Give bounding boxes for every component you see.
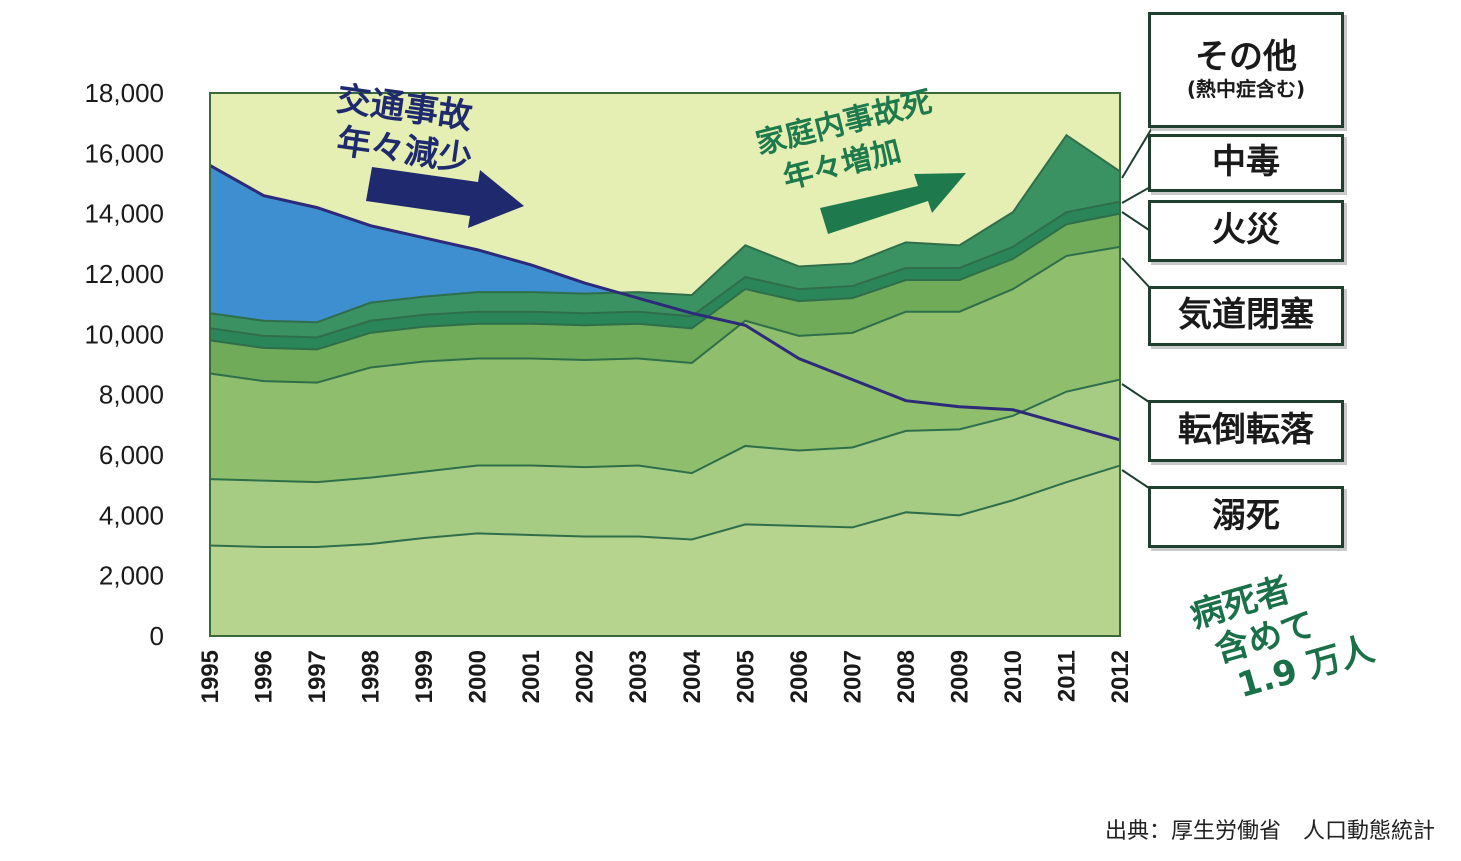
y-tick-label: 0	[150, 621, 164, 651]
legend-poisoning-label: 中毒	[1212, 142, 1280, 183]
boundary-line-4	[209, 212, 1121, 351]
legend-other-sublabel: (熱中症含む)	[1186, 76, 1306, 101]
x-tick-label: 2003	[625, 650, 652, 703]
x-tick-label: 1999	[411, 650, 438, 703]
area-series-1	[210, 465, 1120, 636]
legend-leader-3	[1121, 211, 1153, 233]
x-axis-ticks: 1995 1996 1997 1998 1999 2000 2001 2002 2003 2004…	[197, 649, 1134, 703]
x-tick-label: 2004	[679, 649, 706, 703]
y-tick-label: 14,000	[84, 199, 164, 229]
legend-falls-label: 転倒転落	[1178, 410, 1314, 451]
home-arrow	[820, 173, 966, 234]
y-tick-label: 4,000	[99, 500, 164, 530]
x-tick-label: 2005	[732, 650, 759, 703]
legend-other-label: その他	[1195, 37, 1297, 78]
y-tick-label: 8,000	[99, 380, 164, 410]
legend-leader-1	[1121, 127, 1153, 179]
x-tick-label: 2007	[839, 650, 866, 703]
boundary-line-1	[209, 464, 1121, 549]
source-note: 出典：厚生労働省 人口動態統計	[1104, 819, 1435, 844]
area-series-4	[210, 213, 1120, 383]
stacked-areas	[210, 135, 1120, 636]
legend-drowning-label: 溺死	[1212, 496, 1280, 537]
legend-fire-label: 火災	[1212, 210, 1280, 251]
legend-leader-4	[1121, 257, 1153, 291]
x-tick-label: 1997	[304, 650, 331, 703]
boundary-line-6	[209, 133, 1121, 324]
x-tick-label: 2011	[1053, 650, 1080, 702]
x-tick-label: 2002	[572, 650, 599, 703]
y-tick-label: 2,000	[99, 561, 164, 591]
traffic-arrow	[366, 167, 524, 228]
boundary-line-2	[209, 378, 1121, 484]
boundary-line-5	[209, 200, 1121, 339]
legend-choking-label: 気道閉塞	[1178, 295, 1314, 336]
x-tick-label: 1995	[197, 650, 224, 703]
x-tick-label: 2008	[893, 650, 920, 703]
area-series-5	[210, 201, 1120, 350]
boundary-line-3	[209, 245, 1121, 384]
x-tick-label: 2009	[946, 650, 973, 703]
y-tick-label: 16,000	[84, 138, 164, 168]
legend-leaders	[1121, 127, 1153, 491]
x-tick-label: 2010	[1000, 650, 1027, 703]
y-tick-label: 6,000	[99, 440, 164, 470]
x-tick-label: 1996	[251, 650, 278, 703]
x-tick-label: 1998	[358, 650, 385, 703]
x-tick-label: 2001	[518, 650, 545, 703]
area-series-2	[210, 379, 1120, 548]
legend-fire: 火災	[1148, 200, 1344, 262]
legend-leader-2	[1121, 185, 1153, 204]
legend-other: その他 (熱中症含む)	[1148, 12, 1344, 128]
legend-leader-6	[1121, 469, 1153, 491]
x-tick-label: 2006	[786, 650, 813, 703]
y-tick-label: 12,000	[84, 259, 164, 289]
y-tick-label: 10,000	[84, 319, 164, 349]
area-series-3	[210, 246, 1120, 483]
legend-leader-5	[1121, 383, 1153, 405]
y-axis-ticks: 0 2,000 4,000 6,000 8,000 10,000 12,000 14,000 1…	[84, 78, 164, 651]
x-tick-label: 2000	[465, 650, 492, 703]
area-series-6	[210, 135, 1120, 338]
boundary-lines	[209, 133, 1121, 549]
plot-frame	[209, 92, 1121, 637]
y-tick-label: 18,000	[84, 78, 164, 108]
traffic-line-layer	[209, 164, 1121, 442]
traffic-line	[209, 164, 1121, 442]
legend-falls: 転倒転落	[1148, 400, 1344, 462]
legend-poisoning: 中毒	[1148, 134, 1344, 192]
legend-choking: 気道閉塞	[1148, 286, 1344, 346]
x-tick-label: 2012	[1107, 650, 1134, 703]
legend-drowning: 溺死	[1148, 486, 1344, 548]
